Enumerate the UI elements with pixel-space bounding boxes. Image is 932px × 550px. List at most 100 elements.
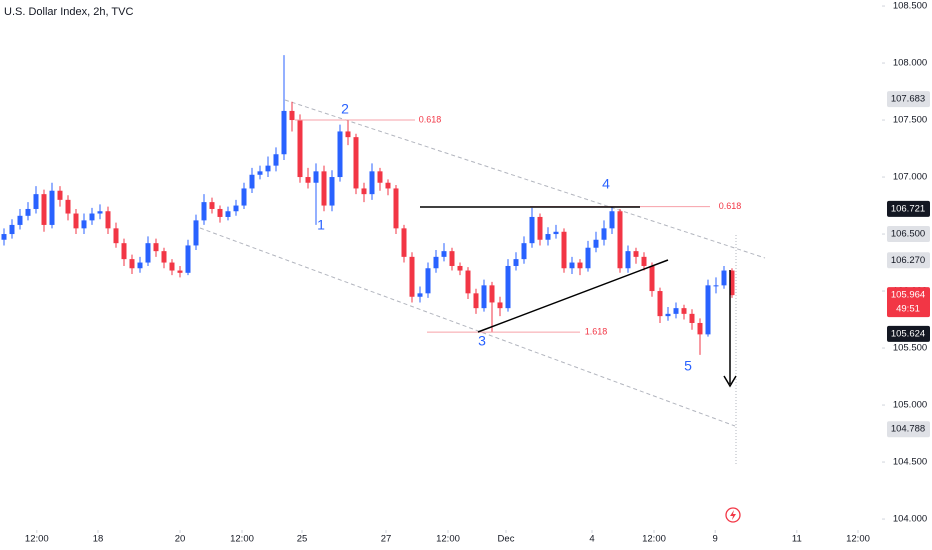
y-tick-label: 108.000 xyxy=(893,58,927,69)
candle-body xyxy=(385,182,391,189)
x-tick-label: 12:00 xyxy=(846,534,870,545)
x-tick-label: 11 xyxy=(792,534,802,545)
candle-body xyxy=(313,171,319,183)
candle-body xyxy=(145,243,151,263)
candle-body xyxy=(17,215,23,225)
y-tick-label: 108.500 xyxy=(893,1,927,12)
y-tick-label: 104.000 xyxy=(893,514,927,525)
lightning-icon xyxy=(725,507,741,523)
candle-body xyxy=(489,285,495,303)
channel-upper xyxy=(284,99,766,259)
candle-body xyxy=(361,188,367,195)
price-marker-label: 106.721 xyxy=(891,203,925,214)
candle-body xyxy=(297,120,303,178)
candle-body xyxy=(425,268,431,294)
candle-body xyxy=(721,270,727,286)
price-marker-label: 106.270 xyxy=(891,255,925,266)
candle-body xyxy=(441,251,447,257)
candle-body xyxy=(161,251,167,263)
candle-body xyxy=(1,234,7,240)
candle-body xyxy=(281,110,287,155)
candle-body xyxy=(409,256,415,297)
price-marker xyxy=(887,200,930,217)
x-tick-label: Dec xyxy=(498,534,515,545)
candle-body xyxy=(105,211,111,229)
candle-body xyxy=(697,322,703,335)
candle-body xyxy=(537,216,543,240)
y-tick-label: 104.500 xyxy=(893,457,927,468)
candle-body xyxy=(33,194,39,209)
x-tick-label: 4 xyxy=(589,534,594,545)
candle-body xyxy=(649,265,655,292)
candle-body xyxy=(225,211,231,217)
candle-body xyxy=(601,228,607,240)
candle-body xyxy=(521,243,527,260)
x-tick-label: 27 xyxy=(381,534,392,545)
candle-body xyxy=(625,251,631,269)
x-tick-label: 12:00 xyxy=(642,534,666,545)
candle-body xyxy=(665,313,671,317)
candle-body xyxy=(505,265,511,309)
candle-body xyxy=(577,262,583,269)
candle-body xyxy=(585,247,591,269)
candle-body xyxy=(561,231,567,269)
candle-body xyxy=(97,211,103,214)
countdown: 49:51 xyxy=(896,304,920,315)
candle-body xyxy=(553,231,559,235)
candle-body xyxy=(569,262,575,269)
candle-body xyxy=(321,171,327,206)
candle-body xyxy=(73,213,79,229)
trend-line xyxy=(477,259,669,333)
price-marker xyxy=(887,287,930,318)
candle-body xyxy=(513,259,519,266)
candle-body xyxy=(217,208,223,217)
candle-body xyxy=(641,256,647,266)
candle-body xyxy=(673,308,679,314)
candle-body xyxy=(657,291,663,317)
candle-body xyxy=(89,213,95,221)
wave-label: 3 xyxy=(478,333,486,349)
price-marker xyxy=(887,325,930,342)
x-tick-label: 25 xyxy=(297,534,308,545)
candle-body xyxy=(593,239,599,248)
candle-body xyxy=(169,262,175,271)
x-tick-label: 12:00 xyxy=(230,534,254,545)
candle-body xyxy=(529,216,535,244)
candle-body xyxy=(689,313,695,323)
price-marker xyxy=(887,226,930,243)
candle-body xyxy=(465,270,471,294)
candle-body xyxy=(377,171,383,183)
candle-body xyxy=(65,199,71,214)
x-tick-label: 12:00 xyxy=(436,534,460,545)
candle-body xyxy=(401,228,407,257)
candle-body xyxy=(705,285,711,335)
wave-label: 5 xyxy=(684,358,692,374)
candle-body xyxy=(201,202,207,221)
candle-body xyxy=(177,270,183,273)
candle-body xyxy=(393,188,399,229)
candle-body xyxy=(233,205,239,212)
candle-body xyxy=(57,190,63,200)
y-tick-label: 107.000 xyxy=(893,172,927,183)
wave-label: 4 xyxy=(602,176,610,192)
candle-body xyxy=(457,265,463,271)
candle-body xyxy=(345,131,351,138)
candle-body xyxy=(433,256,439,269)
arrow-head xyxy=(723,375,737,388)
candle-body xyxy=(113,228,119,244)
candle-body xyxy=(41,194,47,225)
wave-label: 1 xyxy=(317,217,325,233)
candle-body xyxy=(713,285,719,287)
candle-body xyxy=(273,154,279,166)
candle-body xyxy=(609,211,615,229)
candle-body xyxy=(729,270,735,296)
candle-body xyxy=(633,251,639,257)
price-marker xyxy=(887,421,930,438)
candle-body xyxy=(209,202,215,209)
wave-label: 2 xyxy=(341,101,349,117)
candle-body xyxy=(257,171,263,175)
price-marker-label: 106.500 xyxy=(891,229,925,240)
candle-body xyxy=(617,211,623,269)
y-tick-label: 107.500 xyxy=(893,115,927,126)
